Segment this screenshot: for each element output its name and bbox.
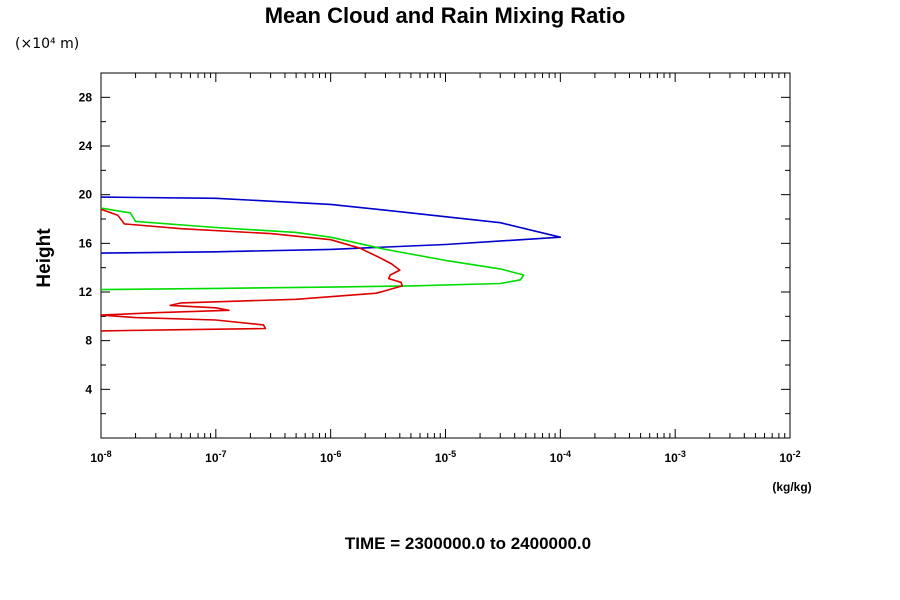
x-tick-label: 10-2 <box>779 449 800 465</box>
series-line-3 <box>100 208 404 332</box>
x-tick-labels: 10-8 10-7 10-6 10-5 10-4 10-3 10-2 <box>90 449 800 465</box>
x-tick-label: 10-6 <box>320 449 341 465</box>
y-tick-label: 12 <box>79 285 93 299</box>
x-tick-label: 10-4 <box>550 449 571 465</box>
y-tick-label: 28 <box>79 90 93 104</box>
y-tick-label: 4 <box>85 382 92 396</box>
x-tick-label: 10-7 <box>205 449 226 465</box>
chart-title: Mean Cloud and Rain Mixing Ratio <box>265 3 626 28</box>
chart-subtitle: TIME = 2300000.0 to 2400000.0 <box>345 534 591 553</box>
y-tick-label: 16 <box>79 236 93 250</box>
plot-frame <box>100 72 791 439</box>
x-unit-label: (kg/kg) <box>772 480 811 494</box>
series-layer <box>100 196 562 332</box>
series-line-1 <box>100 196 562 254</box>
y-tick-label: 20 <box>79 188 93 202</box>
series-line-2 <box>100 207 525 291</box>
minor-ticks <box>100 73 790 438</box>
x-tick-label: 10-3 <box>664 449 685 465</box>
y-axis-label: Height <box>34 228 55 288</box>
y-tick-label: 8 <box>85 334 92 348</box>
y-tick-labels: 4 8 12 16 20 24 28 <box>79 90 93 396</box>
x-tick-label: 10-8 <box>90 449 111 465</box>
y-tick-label: 24 <box>79 139 93 153</box>
x-tick-label: 10-5 <box>435 449 456 465</box>
y-scale-note: (×10⁴ m) <box>15 36 79 52</box>
